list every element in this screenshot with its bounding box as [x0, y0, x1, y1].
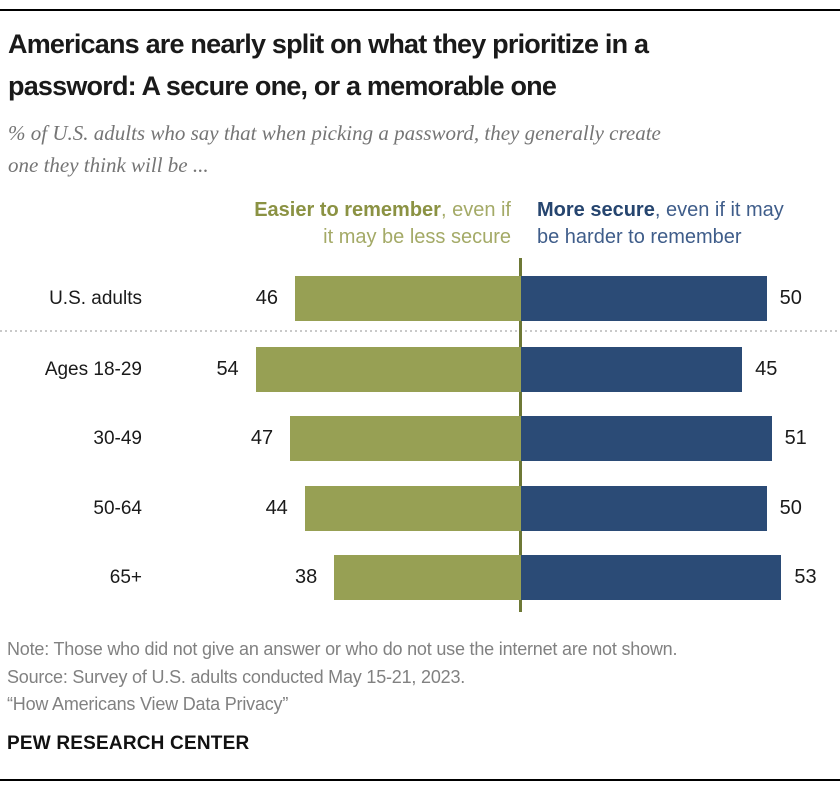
value-label-easier: 38 — [295, 566, 318, 588]
legend-secure-bold-label: More secure — [537, 199, 655, 221]
legend-secure-rest-label: , even if it may — [654, 199, 784, 221]
legend-easier-line2-label: it may be less secure — [323, 226, 511, 248]
legend-more-secure: More secure, even if it may be harder to … — [537, 197, 837, 251]
chart-subtitle: % of U.S. adults who say that when picki… — [8, 117, 832, 181]
bar-more-secure — [521, 276, 767, 321]
row-label: 65+ — [109, 567, 142, 588]
value-label-more-secure: 50 — [779, 497, 802, 519]
title-line-2: password: A secure one, or a memorable o… — [8, 71, 557, 101]
bar-more-secure — [521, 416, 772, 461]
source-text: Source: Survey of U.S. adults conducted … — [7, 667, 466, 687]
value-label-more-secure: 51 — [784, 427, 807, 449]
subtitle-line-1: % of U.S. adults who say that when picki… — [8, 121, 661, 145]
bottom-rule — [0, 779, 840, 781]
row-label: 30-49 — [93, 428, 142, 449]
value-label-more-secure: 50 — [779, 287, 802, 309]
value-label-easier: 54 — [216, 358, 239, 380]
value-label-easier: 46 — [255, 287, 278, 309]
subtitle-line-2: one they think will be ... — [8, 153, 209, 177]
legend-easier-rest-label: , even if — [440, 199, 511, 221]
note-text: Note: Those who did not give an answer o… — [7, 639, 678, 659]
bar-more-secure — [521, 347, 743, 392]
value-label-easier: 47 — [250, 427, 274, 449]
row-label: Ages 18-29 — [44, 359, 142, 380]
value-label-more-secure: 45 — [755, 358, 778, 380]
bar-easier — [295, 276, 521, 321]
value-label-easier: 44 — [265, 497, 288, 519]
legend-easier-to-remember: Easier to remember, even if it may be les… — [180, 197, 511, 251]
report-title-text: “How Americans View Data Privacy” — [7, 694, 289, 714]
separator-dotted-line — [0, 330, 840, 332]
row-label: U.S. adults — [49, 288, 142, 309]
bar-easier — [290, 416, 521, 461]
bar-easier — [334, 555, 521, 600]
top-rule — [0, 9, 840, 11]
bar-more-secure — [521, 555, 782, 600]
page-title: Americans are nearly split on what they … — [8, 23, 832, 107]
legend-easier-bold-label: Easier to remember — [254, 199, 441, 221]
bar-easier — [255, 347, 521, 392]
legend-secure-line2-label: be harder to remember — [537, 226, 742, 248]
bar-easier — [304, 486, 521, 531]
pew-research-center-wordmark: PEW RESEARCH CENTER — [7, 733, 250, 754]
title-line-1: Americans are nearly split on what they … — [8, 29, 649, 59]
value-label-more-secure: 53 — [794, 566, 817, 588]
row-label: 50-64 — [93, 498, 142, 519]
bar-more-secure — [521, 486, 767, 531]
